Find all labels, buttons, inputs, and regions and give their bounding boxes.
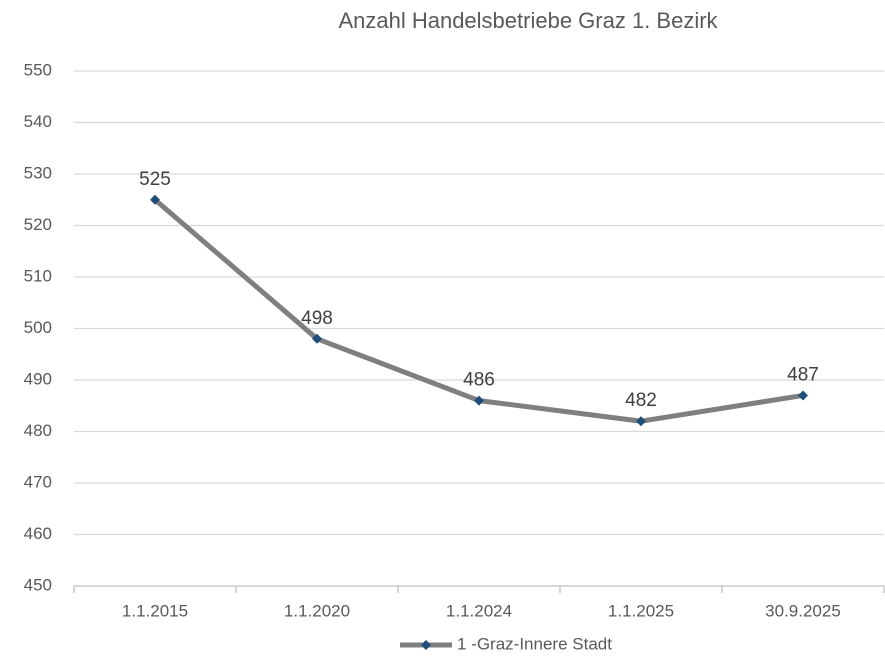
y-tick-label: 460 [24, 524, 52, 543]
y-tick-label: 490 [24, 369, 52, 388]
legend-marker [421, 640, 431, 650]
data-label: 486 [463, 370, 495, 391]
y-tick-label: 500 [24, 318, 52, 337]
y-tick-label: 540 [24, 112, 52, 131]
data-label: 487 [787, 364, 819, 385]
x-tick-label: 1.1.2025 [608, 601, 674, 620]
data-marker [798, 390, 808, 401]
x-tick-label: 1.1.2024 [446, 601, 512, 620]
data-label: 525 [139, 169, 171, 190]
y-tick-label: 520 [24, 215, 52, 234]
x-tick-label: 30.9.2025 [765, 601, 841, 620]
y-tick-label: 450 [24, 575, 52, 594]
data-marker [150, 194, 160, 205]
y-tick-label: 470 [24, 472, 52, 491]
x-tick-label: 1.1.2020 [284, 601, 350, 620]
y-tick-label: 550 [24, 60, 52, 79]
data-marker [312, 333, 322, 344]
legend-label: 1 -Graz-Innere Stadt [457, 634, 612, 653]
data-label: 498 [301, 308, 333, 329]
x-tick-label: 1.1.2015 [122, 601, 188, 620]
chart-title: Anzahl Handelsbetriebe Graz 1. Bezirk [338, 8, 718, 33]
data-label: 482 [625, 390, 657, 411]
y-tick-label: 480 [24, 421, 52, 440]
data-marker [636, 416, 646, 427]
y-tick-label: 530 [24, 163, 52, 182]
y-tick-label: 510 [24, 266, 52, 285]
data-marker [474, 395, 484, 406]
